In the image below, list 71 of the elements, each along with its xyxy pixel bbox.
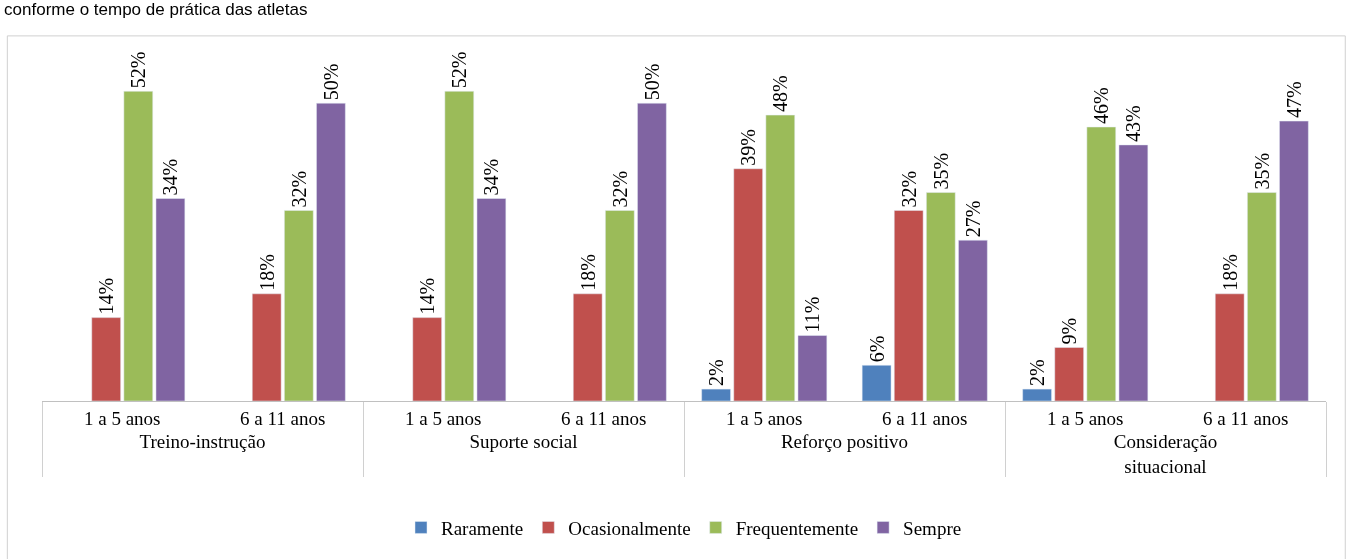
bar — [861, 365, 892, 401]
legend-label: Raramente — [441, 517, 524, 539]
bar — [573, 293, 603, 401]
data-label: 35% — [929, 152, 952, 190]
data-label: 32% — [897, 170, 920, 208]
data-label: 2% — [1026, 359, 1049, 387]
bar — [733, 168, 763, 401]
bar — [316, 102, 346, 401]
bar — [1279, 120, 1309, 401]
bar — [1118, 144, 1149, 401]
data-label: 18% — [255, 254, 278, 291]
legend-label: Frequentemente — [735, 517, 859, 539]
bar — [444, 91, 474, 401]
text: Treino-instrução — [139, 430, 266, 452]
data-label: 18% — [1218, 254, 1241, 291]
bar — [797, 335, 828, 401]
x-tick-label: 6 a 11 anos — [882, 407, 968, 429]
x-tick-label: 1 a 5 anos — [725, 407, 803, 429]
data-label: 27% — [961, 200, 984, 238]
data-label: 9% — [1058, 317, 1081, 345]
text: Reforço positivo — [780, 430, 909, 452]
bar — [1086, 126, 1116, 401]
x-tick-label: 6 a 11 anos — [240, 407, 326, 429]
data-label: 32% — [287, 170, 310, 208]
bar — [252, 293, 282, 401]
data-label: 39% — [737, 129, 760, 166]
data-label: 14% — [416, 277, 439, 315]
text: Suporte social — [469, 430, 578, 452]
data-label: 35% — [1250, 152, 1273, 190]
legend-label: Ocasionalmente — [568, 517, 691, 539]
legend-label: Sempre — [903, 517, 962, 539]
bar — [701, 388, 731, 401]
bar — [894, 210, 924, 401]
bar — [476, 198, 507, 401]
data-label: 50% — [319, 63, 342, 101]
data-label: 46% — [1090, 87, 1113, 125]
bar — [1215, 293, 1245, 401]
bar — [284, 210, 314, 401]
x-tick-label: 6 a 11 anos — [1203, 407, 1289, 429]
bar — [605, 210, 635, 401]
bar — [765, 114, 795, 401]
data-label: 48% — [769, 75, 792, 113]
data-label: 6% — [865, 335, 888, 363]
bar — [926, 192, 956, 401]
bar — [1247, 192, 1277, 401]
x-tick-label: 6 a 11 anos — [561, 407, 647, 429]
x-tick-label: 1 a 5 anos — [1046, 407, 1124, 429]
data-label: 43% — [1122, 105, 1145, 142]
data-label: 18% — [576, 254, 599, 291]
data-label: 34% — [159, 158, 182, 196]
bar — [637, 102, 667, 401]
x-tick-label: 1 a 5 anos — [83, 407, 161, 429]
data-label: 50% — [640, 63, 663, 101]
bar — [412, 317, 442, 401]
data-label: 52% — [127, 51, 150, 89]
chart-title: conforme o tempo de prática das atletas — [4, 0, 308, 19]
bar — [155, 198, 186, 401]
data-label: 2% — [705, 359, 728, 387]
text: Consideração situacional — [1113, 430, 1218, 477]
data-label: 34% — [480, 158, 503, 196]
data-label: 11% — [801, 296, 824, 333]
bar — [123, 91, 153, 401]
data-label: 14% — [95, 277, 118, 315]
bar — [1054, 347, 1084, 401]
bar — [958, 239, 988, 401]
data-label: 47% — [1282, 81, 1305, 119]
bar — [1022, 388, 1052, 401]
bar — [91, 317, 121, 401]
data-label: 32% — [608, 170, 631, 208]
data-label: 52% — [448, 51, 471, 89]
x-tick-label: 1 a 5 anos — [404, 407, 482, 429]
